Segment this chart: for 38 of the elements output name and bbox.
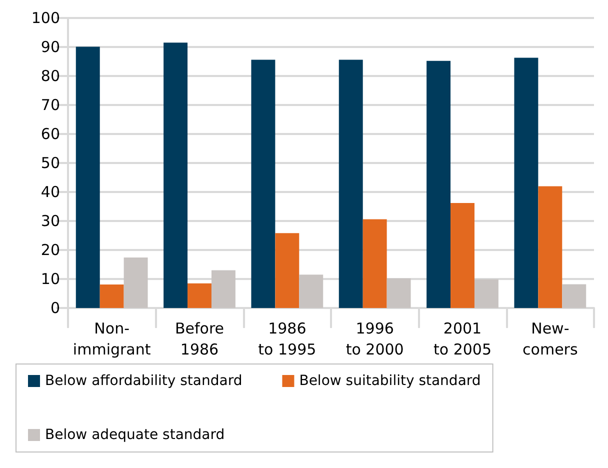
bar — [450, 203, 474, 308]
bar — [188, 283, 212, 308]
legend-label: Below adequate standard — [45, 427, 225, 443]
x-tick-label: Before 1986 — [174, 320, 224, 358]
y-tick-label: 10 — [40, 270, 60, 288]
bar — [338, 60, 363, 308]
y-tick-label: 50 — [40, 154, 60, 172]
bar — [386, 278, 411, 308]
bar — [251, 60, 276, 308]
y-tick-label: 0 — [50, 299, 60, 317]
y-tick-label: 60 — [40, 125, 60, 143]
y-tick-label: 100 — [31, 9, 60, 27]
bar — [124, 258, 148, 308]
bar — [76, 46, 100, 308]
bar — [362, 219, 387, 308]
bar — [426, 60, 451, 308]
bar — [275, 233, 300, 308]
x-tick-label: New- comers — [522, 320, 578, 358]
bar — [211, 270, 236, 308]
bar — [100, 284, 124, 308]
bar — [538, 186, 562, 308]
x-tick-label: 2001 to 2005 — [433, 320, 492, 358]
y-tick-label: 70 — [40, 96, 60, 114]
y-tick-label: 30 — [40, 212, 60, 230]
x-tick-label: Non- immigrant — [72, 320, 151, 358]
y-tick-label: 40 — [40, 183, 60, 201]
bar — [164, 42, 188, 308]
bar — [514, 58, 538, 308]
x-tick-label: 1986 to 1995 — [258, 320, 316, 358]
legend-label: Below affordability standard — [45, 373, 242, 389]
y-tick-label: 80 — [40, 67, 60, 85]
bar — [562, 284, 586, 308]
legend-label: Below suitability standard — [299, 373, 481, 389]
y-tick-label: 20 — [40, 241, 60, 259]
y-tick-label: 90 — [40, 38, 60, 56]
bar — [474, 279, 498, 308]
bar — [299, 274, 324, 308]
x-tick-label: 1996 to 2000 — [346, 320, 404, 358]
